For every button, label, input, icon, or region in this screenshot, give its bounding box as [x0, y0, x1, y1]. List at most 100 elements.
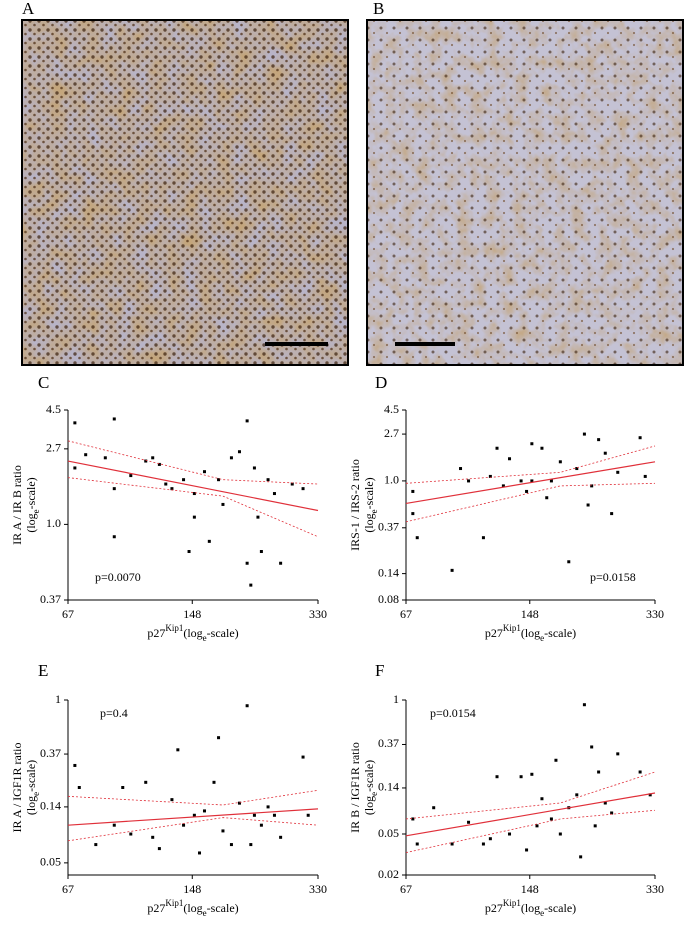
- x-axis-title: p27Kip1(loge-scale): [485, 623, 576, 643]
- panel-label: E: [38, 661, 48, 680]
- y-axis-title: IR A / IR B ratio: [10, 465, 24, 545]
- label-part: -scale): [544, 626, 576, 640]
- point: [157, 462, 161, 466]
- point: [530, 772, 534, 776]
- point: [144, 780, 148, 784]
- y-axis-title: (loge-scale): [24, 760, 41, 815]
- confidence-band: [67, 789, 319, 806]
- point: [481, 536, 485, 540]
- point: [221, 829, 225, 833]
- point: [495, 775, 499, 779]
- x-tick-label: 330: [646, 607, 664, 621]
- y-tick-label: 0.08: [378, 592, 399, 606]
- y-tick-label: 0.14: [378, 780, 399, 794]
- point: [519, 479, 523, 483]
- label-part: e: [31, 792, 41, 796]
- point: [586, 503, 590, 507]
- point: [488, 474, 492, 478]
- point: [272, 813, 276, 817]
- micrograph-a: [21, 19, 349, 366]
- y-tick-label: 0.05: [40, 855, 61, 869]
- point: [266, 478, 270, 482]
- p-value: p=0.4: [100, 706, 128, 720]
- x-tick-label: 148: [183, 882, 201, 896]
- point: [192, 492, 196, 496]
- point: [540, 446, 544, 450]
- point: [73, 763, 77, 767]
- point: [245, 704, 249, 708]
- y-tick-label: 0.05: [378, 826, 399, 840]
- point: [638, 436, 642, 440]
- label-part: e: [203, 908, 207, 918]
- point: [121, 786, 125, 789]
- point: [519, 775, 523, 779]
- point: [530, 479, 534, 483]
- label-part: -scale): [207, 901, 239, 915]
- point: [501, 484, 505, 488]
- point: [112, 417, 116, 421]
- point: [597, 438, 601, 442]
- y-axis-title: IR A / IGF1R ratio: [10, 742, 24, 832]
- p-value: p=0.0158: [590, 570, 636, 584]
- point: [266, 805, 270, 809]
- confidence-band: [405, 482, 656, 523]
- point: [467, 479, 471, 483]
- micrograph-b: [366, 19, 684, 366]
- label-part: p27: [147, 901, 165, 915]
- label-part: -scale): [362, 477, 376, 509]
- panel-label: B: [373, 0, 384, 18]
- point: [103, 456, 107, 460]
- point: [182, 823, 186, 827]
- point: [558, 460, 562, 464]
- label-part: Kip1: [165, 623, 183, 633]
- point: [616, 470, 620, 474]
- point: [525, 848, 529, 852]
- fit-line: [67, 808, 319, 826]
- point: [252, 813, 256, 817]
- y-tick-label: 1.0: [46, 516, 61, 530]
- point: [202, 470, 206, 474]
- point: [144, 459, 148, 463]
- panel-label: A: [22, 0, 35, 18]
- point: [221, 502, 225, 506]
- y-axis-title: IR B / IGF1R ratio: [348, 742, 362, 833]
- point: [202, 809, 206, 813]
- point: [567, 560, 571, 564]
- y-tick-label: 0.14: [378, 565, 399, 579]
- point: [597, 770, 601, 774]
- point: [575, 467, 579, 471]
- confidence-band: [67, 817, 319, 842]
- point: [151, 835, 155, 839]
- label-part: -scale): [544, 901, 576, 915]
- confidence-band: [67, 477, 319, 538]
- y-tick-label: 1: [393, 692, 399, 706]
- x-tick-label: 67: [400, 882, 412, 896]
- point: [198, 851, 202, 855]
- point: [459, 467, 463, 471]
- point: [252, 466, 256, 470]
- point: [535, 824, 539, 828]
- fit-line: [405, 461, 656, 505]
- y-tick-label: 4.5: [384, 402, 399, 416]
- x-tick-label: 67: [400, 607, 412, 621]
- confidence-band: [67, 440, 319, 485]
- x-tick-label: 67: [62, 607, 74, 621]
- point: [603, 451, 607, 455]
- point: [488, 837, 492, 841]
- point: [237, 450, 241, 454]
- point: [245, 561, 249, 565]
- point: [508, 832, 512, 836]
- point: [549, 817, 553, 821]
- point: [525, 489, 529, 493]
- confidence-band: [405, 445, 656, 484]
- point: [94, 843, 98, 847]
- point: [450, 568, 454, 572]
- point: [207, 539, 211, 543]
- point: [411, 817, 415, 821]
- y-tick-label: 1.0: [384, 473, 399, 487]
- point: [249, 843, 253, 847]
- point: [279, 561, 283, 565]
- point: [616, 752, 620, 756]
- point: [549, 479, 553, 483]
